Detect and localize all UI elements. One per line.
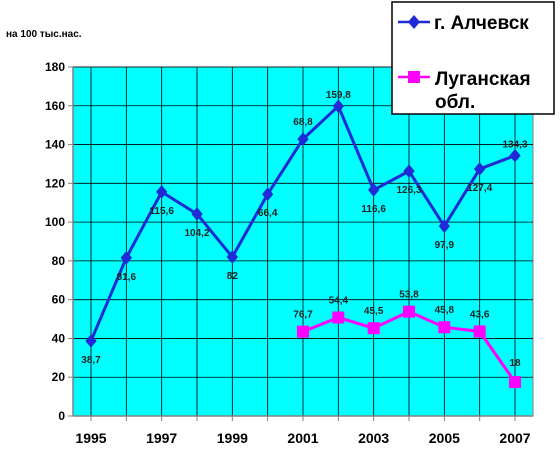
legend-box bbox=[391, 1, 555, 115]
legend-label-alchevsk: г. Алчевск bbox=[434, 13, 529, 34]
y-tick-label: 180 bbox=[45, 60, 65, 74]
y-tick-label: 140 bbox=[45, 138, 65, 152]
data-point bbox=[332, 99, 344, 113]
data-label: 53,8 bbox=[399, 290, 419, 301]
y-tick-label: 80 bbox=[52, 254, 66, 268]
data-label: 97,9 bbox=[435, 240, 455, 251]
legend-marker-alchevsk bbox=[408, 15, 420, 29]
data-point bbox=[297, 325, 309, 338]
data-point bbox=[332, 311, 345, 324]
data-point bbox=[509, 376, 521, 389]
x-tick-label: 2001 bbox=[287, 430, 318, 446]
unit-label: на 100 тыс.нас. bbox=[6, 29, 82, 40]
data-label: 115,6 bbox=[149, 206, 174, 217]
series-1: 76,7 54,4 45,5 53,8 45,8 43,6 18 bbox=[293, 290, 521, 389]
x-tick-label: 1999 bbox=[217, 430, 248, 446]
data-point bbox=[297, 132, 309, 146]
legend-marker-lugansk bbox=[408, 71, 420, 83]
data-label: 68,8 bbox=[293, 117, 313, 128]
data-point bbox=[262, 187, 274, 201]
data-label: 81,6 bbox=[117, 272, 137, 283]
y-axis: 0 20 40 60 80 100 120 140 160 180 bbox=[45, 60, 74, 423]
x-tick-label: 2003 bbox=[358, 430, 389, 446]
data-point bbox=[120, 251, 132, 265]
y-tick-label: 20 bbox=[52, 370, 66, 384]
data-label: 126,3 bbox=[396, 185, 421, 196]
x-tick-label: 2005 bbox=[429, 430, 460, 446]
data-label: 66,4 bbox=[258, 208, 278, 219]
data-label: 127,4 bbox=[467, 183, 492, 194]
series-layer: 38,7 81,6 115,6 104,2 82 66,4 68,8 159,8 116,6 12… bbox=[81, 90, 528, 389]
data-point bbox=[367, 322, 380, 335]
data-point bbox=[191, 207, 203, 221]
series-0: 38,7 81,6 115,6 104,2 82 66,4 68,8 159,8 116,6 12… bbox=[81, 90, 528, 366]
data-label: 43,6 bbox=[470, 309, 490, 320]
data-point bbox=[85, 334, 97, 348]
data-label: 45,8 bbox=[435, 305, 455, 316]
data-label: 104,2 bbox=[184, 228, 209, 239]
data-point bbox=[226, 250, 238, 264]
data-label: 159,8 bbox=[326, 90, 351, 101]
data-label: 82 bbox=[227, 271, 239, 282]
data-point bbox=[368, 183, 380, 197]
x-tick-label: 1997 bbox=[146, 430, 177, 446]
legend: г. Алчевск Луганская обл. bbox=[391, 1, 555, 115]
y-tick-label: 60 bbox=[52, 293, 66, 307]
legend-label-lugansk: Луганская обл. bbox=[435, 69, 536, 113]
y-tick-label: 100 bbox=[45, 215, 65, 229]
data-point bbox=[403, 305, 415, 318]
data-point bbox=[473, 325, 486, 338]
data-label: 54,4 bbox=[329, 296, 349, 307]
data-label: 134,3 bbox=[502, 140, 527, 151]
data-label: 38,7 bbox=[81, 355, 101, 366]
y-tick-label: 0 bbox=[58, 409, 65, 423]
data-label: 76,7 bbox=[293, 310, 313, 321]
data-point bbox=[403, 164, 415, 178]
x-axis: 1995 1997 1999 2001 2003 2005 2007 bbox=[73, 415, 533, 446]
y-tick-label: 160 bbox=[45, 99, 65, 113]
data-point bbox=[438, 321, 451, 334]
data-label: 18 bbox=[509, 358, 521, 369]
y-tick-label: 120 bbox=[45, 176, 65, 190]
data-point bbox=[474, 162, 486, 176]
data-point bbox=[156, 185, 168, 199]
x-tick-label: 2007 bbox=[499, 430, 530, 446]
data-point bbox=[509, 148, 521, 163]
y-tick-label: 40 bbox=[52, 331, 66, 345]
data-label: 45,5 bbox=[364, 306, 384, 317]
x-tick-label: 1995 bbox=[75, 430, 106, 446]
data-label: 116,6 bbox=[361, 204, 386, 215]
data-point bbox=[438, 219, 450, 233]
